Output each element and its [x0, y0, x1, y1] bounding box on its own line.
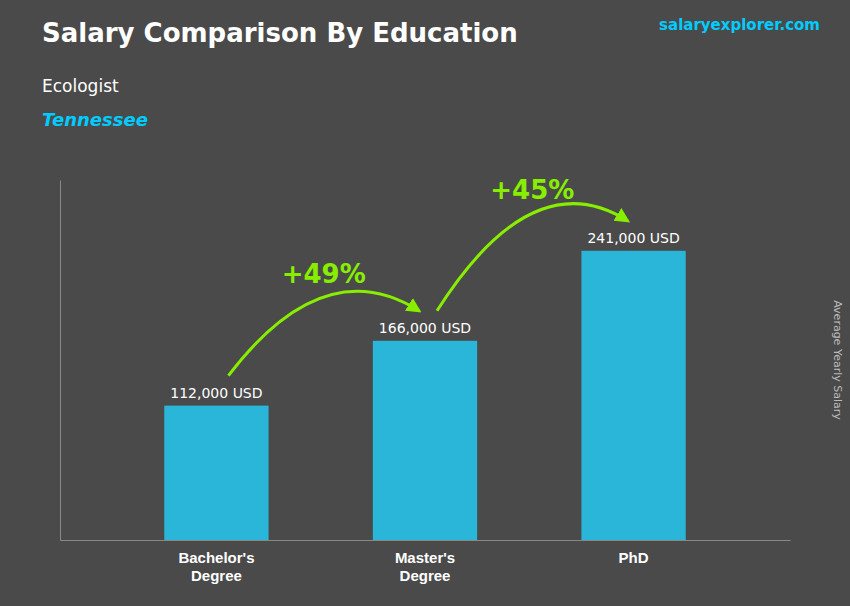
data-label: 112,000 USD — [170, 385, 262, 401]
x-tick-label: PhD — [619, 549, 649, 566]
data-label: 166,000 USD — [379, 320, 471, 336]
plot: Bachelor'sDegree Master'sDegree PhD 112,000… — [61, 175, 791, 584]
x-tick: Bachelor'sDegree — [178, 549, 254, 584]
x-axis: Bachelor'sDegree Master'sDegree PhD — [61, 541, 791, 584]
data-label: 241,000 USD — [587, 230, 679, 246]
x-tick-label: Bachelor'sDegree — [178, 549, 254, 584]
bar — [373, 341, 477, 540]
subtitle: Tennessee — [42, 109, 148, 130]
bar — [581, 251, 685, 540]
bars — [164, 251, 685, 540]
title: Salary Comparison By Education — [42, 18, 518, 48]
annotation: +49% — [282, 259, 366, 289]
annotation: +45% — [490, 175, 574, 205]
y-axis — [60, 181, 61, 541]
x-tick-label: Master'sDegree — [395, 549, 455, 584]
y-axis-line — [60, 181, 61, 541]
annotation-arrow — [437, 204, 628, 311]
source: salaryexplorer.com — [659, 16, 820, 34]
x-tick: PhD — [619, 549, 649, 566]
x-tick: Master'sDegree — [395, 549, 455, 584]
annotations: +49% +45% — [228, 175, 627, 376]
y-axis-label: Average Yearly Salary — [831, 300, 844, 420]
x-axis-line — [61, 540, 791, 541]
chart: Salary Comparison By Education Ecologist T… — [0, 0, 850, 606]
subtitle: Ecologist — [42, 76, 119, 96]
data-labels: 112,000 USD 166,000 USD 241,000 USD — [170, 230, 679, 401]
bar — [164, 406, 268, 540]
annotation-arrow — [228, 291, 419, 375]
